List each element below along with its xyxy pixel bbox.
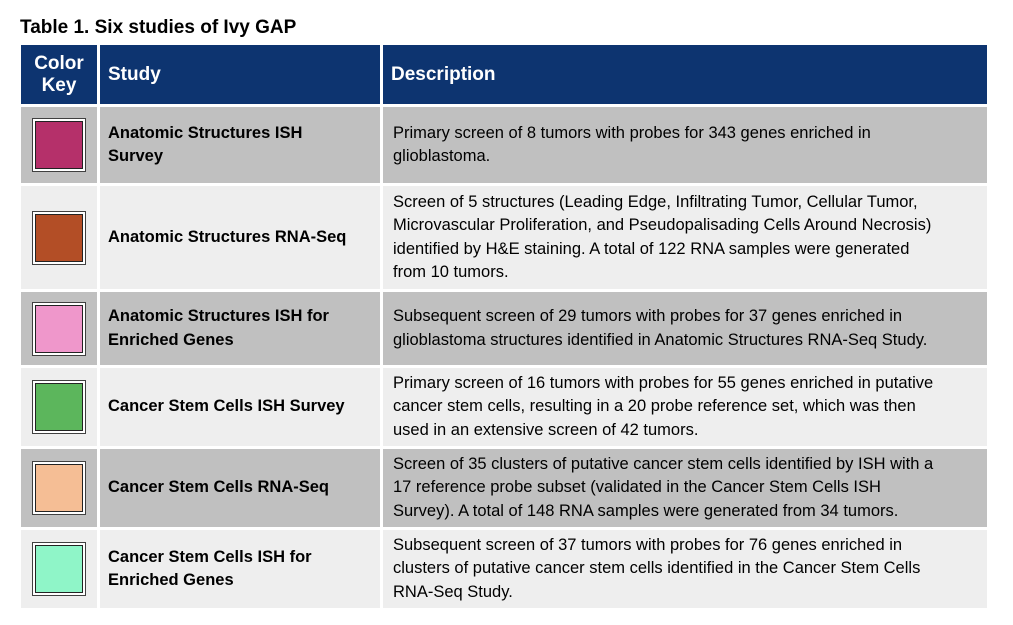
description-line: Screen of 35 clusters of putative cancer… [393,454,934,473]
description-line: glioblastoma. [393,147,491,165]
color-key-cell [21,186,97,289]
study-cell: Anatomic Structures ISH for Enriched Gen… [100,292,380,365]
table-caption: Table 1. Six studies of Ivy GAP [20,17,297,38]
table-row: Anatomic Structures RNA-Seq Screen of 5 … [21,186,987,289]
color-key-cell [21,292,97,365]
description-cell: Subsequent screen of 29 tumors with prob… [383,292,987,365]
description-line: Subsequent screen of 37 tumors with prob… [393,535,903,554]
description-cell: Subsequent screen of 37 tumors with prob… [383,530,987,608]
study-name-line: Enriched Genes [108,571,234,589]
description-cell: Screen of 5 structures (Leading Edge, In… [383,186,987,289]
description-line: cancer stem cells, resulting in a 20 pro… [393,397,916,416]
color-swatch [32,542,86,596]
header-row: Color Key Study Description [21,45,987,104]
description-line: 17 reference probe subset (validated in … [393,478,881,497]
table-row: Cancer Stem Cells RNA-Seq Screen of 35 c… [21,449,987,527]
description-line: clusters of putative cancer stem cells i… [393,559,921,578]
color-key-header-line1: Color [34,52,84,74]
description-line: Subsequent screen of 29 tumors with prob… [393,307,903,325]
study-cell: Cancer Stem Cells ISH Survey [100,368,380,446]
study-name-line: Cancer Stem Cells ISH Survey [108,397,345,416]
description-line: from 10 tumors. [393,263,509,281]
description-line: used in an extensive screen of 42 tumors… [393,420,699,439]
color-swatch [32,461,86,515]
table-row: Anatomic Structures ISH for Enriched Gen… [21,292,987,365]
description-line: glioblastoma structures identified in An… [393,330,928,349]
description-cell: Screen of 35 clusters of putative cancer… [383,449,987,527]
study-name-line: Cancer Stem Cells RNA-Seq [108,478,329,497]
table-row: Anatomic Structures ISH Survey Primary s… [21,107,987,183]
description-line: Survey). A total of 148 RNA samples were… [393,501,899,520]
description-line: Primary screen of 8 tumors with probes f… [393,123,871,142]
description-line: RNA-Seq Study. [393,582,513,601]
study-name-line: Cancer Stem Cells ISH for [108,547,312,566]
color-swatch [32,380,86,434]
study-name-line: Survey [108,147,164,165]
description-header: Description [383,45,987,104]
color-swatch [32,210,86,265]
color-key-header: Color Key [21,45,97,104]
description-line: identified by H&E staining. A total of 1… [393,239,910,258]
study-cell: Cancer Stem Cells ISH for Enriched Genes [100,530,380,608]
color-swatch [32,301,86,356]
study-name-line: Anatomic Structures ISH [108,123,303,142]
description-line: Microvascular Proliferation, and Pseudop… [393,216,932,234]
study-cell: Anatomic Structures RNA-Seq [100,186,380,289]
color-key-cell [21,107,97,183]
description-cell: Primary screen of 8 tumors with probes f… [383,107,987,183]
table-row: Cancer Stem Cells ISH for Enriched Genes… [21,530,987,608]
color-key-cell [21,368,97,446]
color-key-cell [21,449,97,527]
studies-table: Color Key Study Description Anatomic Str… [18,42,990,611]
description-line: Primary screen of 16 tumors with probes … [393,373,934,392]
color-key-cell [21,530,97,608]
study-header: Study [100,45,380,104]
color-swatch [32,118,86,172]
study-name-line: Enriched Genes [108,330,234,349]
color-key-header-line2: Key [41,74,77,96]
description-cell: Primary screen of 16 tumors with probes … [383,368,987,446]
study-name-line: Anatomic Structures RNA-Seq [108,227,347,246]
table-row: Cancer Stem Cells ISH Survey Primary scr… [21,368,987,446]
study-cell: Cancer Stem Cells RNA-Seq [100,449,380,527]
description-line: Screen of 5 structures (Leading Edge, In… [393,192,918,211]
study-name-line: Anatomic Structures ISH for [108,307,329,325]
study-cell: Anatomic Structures ISH Survey [100,107,380,183]
